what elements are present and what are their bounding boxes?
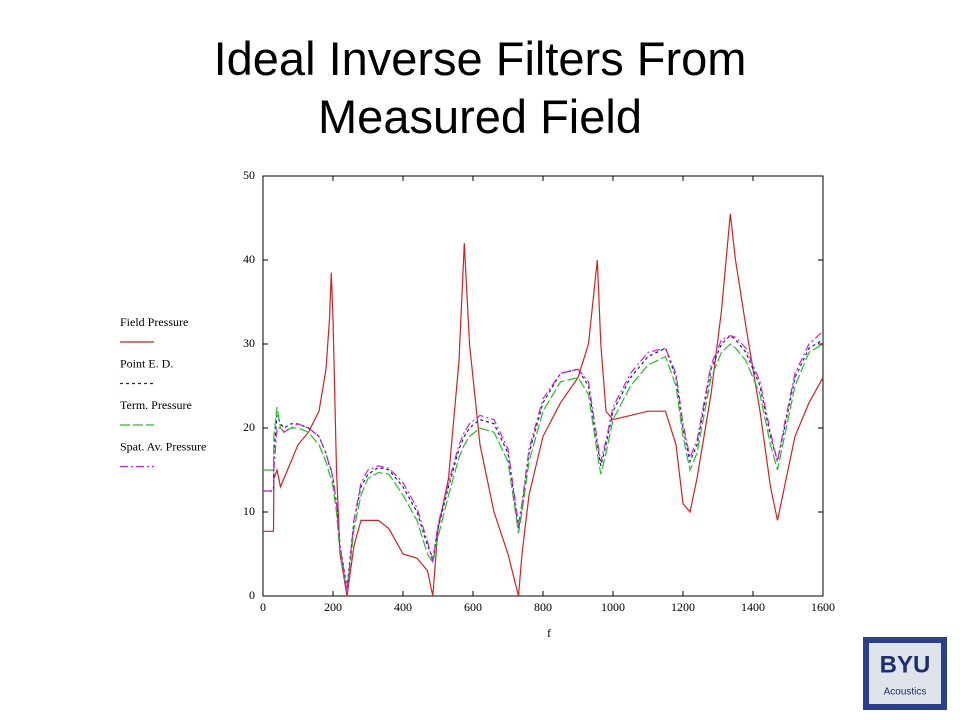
x-tick-label: 600 bbox=[464, 600, 482, 614]
y-tick-label: 20 bbox=[243, 420, 255, 434]
x-tick-label: 1200 bbox=[671, 600, 695, 614]
series-line bbox=[263, 334, 824, 588]
y-tick-label: 30 bbox=[243, 336, 255, 350]
logo-text: BYU bbox=[880, 651, 931, 678]
x-tick-label: 1600 bbox=[811, 600, 835, 614]
series-line bbox=[263, 213, 824, 597]
x-tick-label: 800 bbox=[534, 600, 552, 614]
y-tick-label: 40 bbox=[243, 252, 255, 266]
y-tick-label: 10 bbox=[243, 504, 255, 518]
chart-title: Ideal Inverse Filters From Measured Fiel… bbox=[213, 32, 747, 143]
legend-label: Field Pressure bbox=[120, 315, 188, 329]
plot-frame bbox=[262, 175, 824, 597]
logo-subtext: Acoustics bbox=[884, 687, 927, 698]
legend-label: Term. Pressure bbox=[120, 398, 192, 412]
series-line bbox=[263, 343, 824, 592]
logo: BYU Acoustics bbox=[863, 637, 947, 710]
x-tick-label: 400 bbox=[394, 600, 412, 614]
legend-label: Point E. D. bbox=[120, 356, 173, 370]
x-axis-label: f bbox=[547, 626, 551, 640]
x-tick-label: 0 bbox=[260, 600, 266, 614]
y-tick-label: 50 bbox=[243, 168, 255, 182]
x-tick-label: 200 bbox=[324, 600, 342, 614]
x-tick-label: 1400 bbox=[741, 600, 765, 614]
series-line bbox=[263, 330, 824, 592]
x-tick-label: 1000 bbox=[601, 600, 625, 614]
legend-label: Spat. Av. Pressure bbox=[120, 439, 206, 453]
y-tick-label: 0 bbox=[249, 588, 255, 602]
logo-inner bbox=[869, 643, 941, 704]
